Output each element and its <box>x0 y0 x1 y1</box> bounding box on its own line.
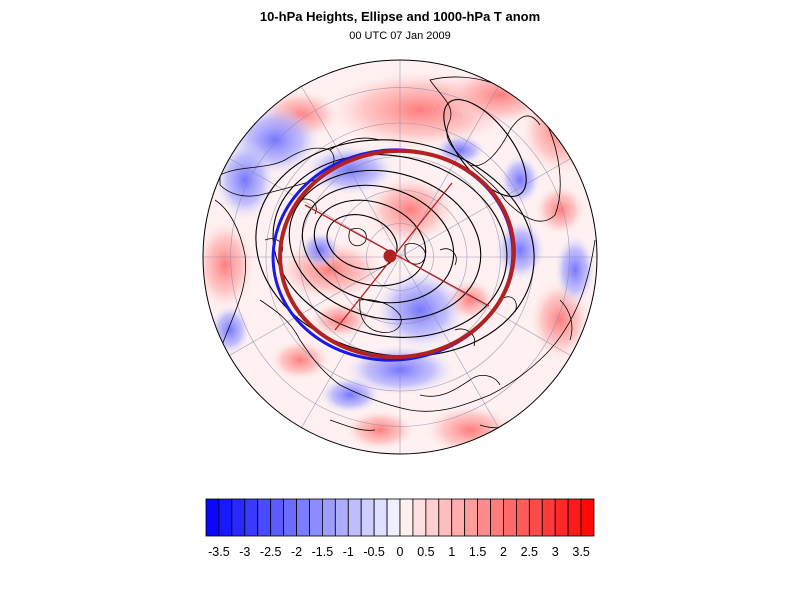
colorbar-box <box>296 498 310 537</box>
colorbar-box <box>205 498 220 537</box>
colorbar-tick-label: -0.5 <box>363 545 385 559</box>
colorbar-box <box>309 498 323 537</box>
colorbar-tick-label: -1.5 <box>312 545 334 559</box>
colorbar-box <box>528 498 543 537</box>
colorbar-tick-label: 1 <box>448 545 455 559</box>
colorbar-tick-label: -2 <box>291 545 302 559</box>
colorbar-tick-label: 2.5 <box>521 545 538 559</box>
colorbar-tick-label: 2 <box>500 545 507 559</box>
longitude-line <box>229 158 401 258</box>
colorbar-box <box>477 498 491 537</box>
ellipse-center-marker <box>383 249 397 263</box>
vortex-ellipse <box>271 148 516 362</box>
colorbar-box <box>231 498 246 537</box>
colorbar-box <box>412 498 427 537</box>
colorbar-tick-label: 1.5 <box>469 545 486 559</box>
colorbar-tick-label: 0 <box>397 545 404 559</box>
colorbar-labels: -3.5 -3 -2.5 -2 -1.5 -1 -0.5 0 0.5 1 1.5 2 2.5 3 3.5 <box>208 545 590 559</box>
colorbar-box <box>516 498 530 537</box>
colorbar-box <box>503 498 517 537</box>
colorbar-box <box>490 498 504 537</box>
colorbar-box <box>554 498 569 537</box>
colorbar-tick-label: -1 <box>343 545 354 559</box>
ellipse-outline-red <box>278 148 516 360</box>
colorbar-box <box>244 498 259 537</box>
colorbar-box <box>425 498 440 537</box>
height-contours <box>255 99 535 357</box>
ellipse-major-axis <box>304 204 490 307</box>
longitude-line <box>229 256 401 356</box>
colorbar-box <box>257 498 272 537</box>
colorbar-box <box>438 498 453 537</box>
longitude-line <box>399 158 571 258</box>
colorbar-box <box>386 498 401 537</box>
colorbar-box <box>580 498 595 537</box>
colorbar-tick-label: -3.5 <box>208 545 230 559</box>
colorbar-box <box>360 498 375 537</box>
colorbar-box <box>541 498 556 537</box>
colorbar-box <box>373 498 388 537</box>
colorbar-box <box>347 498 362 537</box>
colorbar-boxes <box>205 498 595 537</box>
colorbar-tick-label: 3 <box>552 545 559 559</box>
colorbar-box <box>451 498 466 537</box>
colorbar-tick-label: -2.5 <box>260 545 282 559</box>
colorbar-box <box>334 498 349 537</box>
colorbar-box <box>399 498 414 537</box>
map-title: 10-hPa Heights, Ellipse and 1000-hPa T a… <box>259 9 541 24</box>
colorbar-tick-label: 0.5 <box>417 545 434 559</box>
colorbar-tick-label: 3.5 <box>572 545 589 559</box>
colorbar-box <box>464 498 479 537</box>
colorbar-box <box>270 498 285 537</box>
longitude-line <box>399 256 499 428</box>
colorbar-box <box>283 498 297 537</box>
colorbar-box <box>567 498 582 537</box>
map-subtitle: 00 UTC 07 Jan 2009 <box>349 30 451 42</box>
map-boundary <box>202 59 598 455</box>
colorbar-tick-label: -3 <box>239 545 250 559</box>
colorbar-box <box>218 498 233 537</box>
colorbar-box <box>321 498 336 537</box>
